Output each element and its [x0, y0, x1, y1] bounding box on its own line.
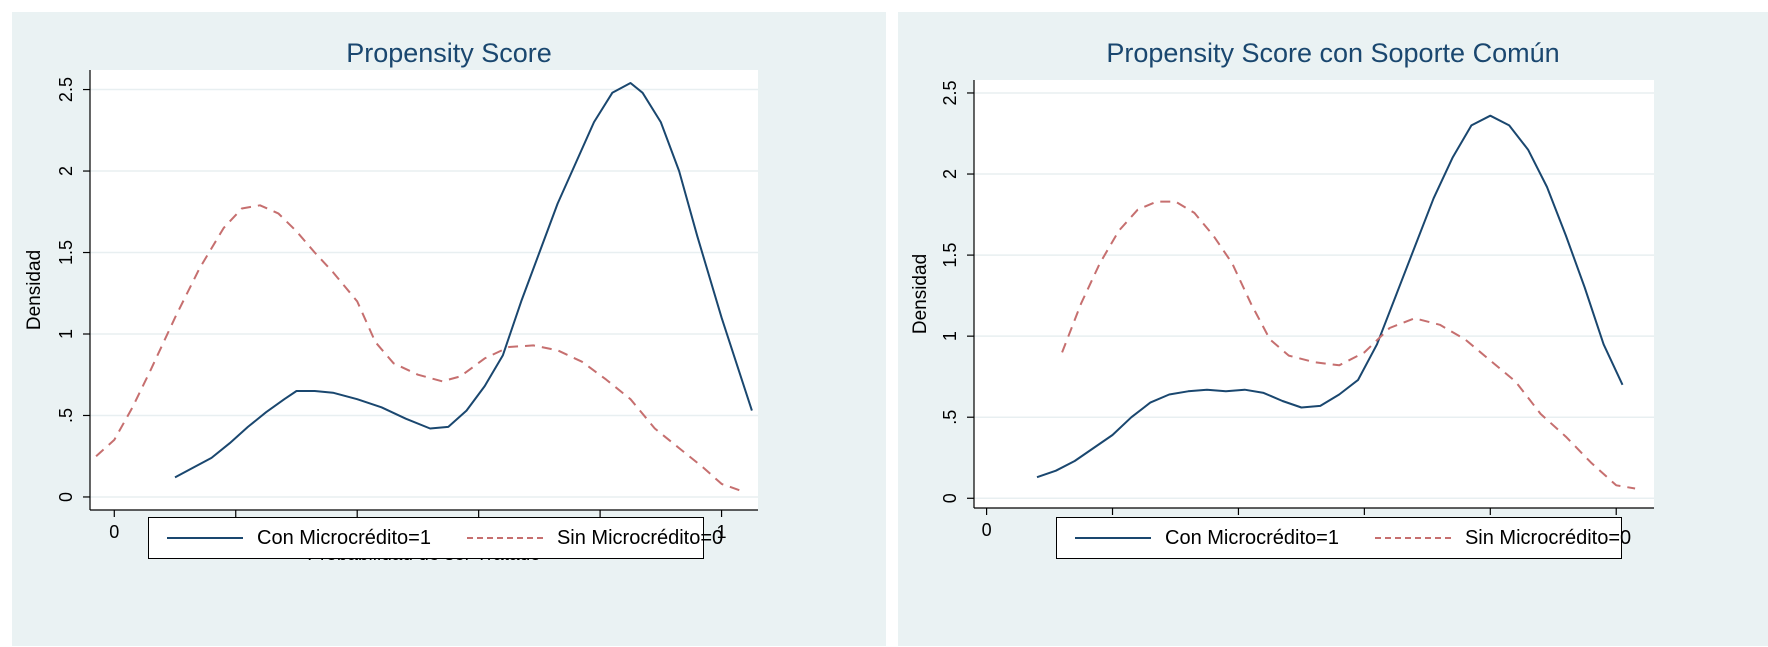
y-tick-label: 1.5: [940, 243, 960, 268]
y-tick-label: 1.5: [56, 240, 76, 265]
legend-label: Sin Microcrédito=0: [556, 526, 724, 549]
y-tick-label: 2.5: [56, 77, 76, 102]
legend-item-control: Sin Microcrédito=0: [449, 527, 723, 550]
chart-panel-right: Propensity Score con Soporte Común 0 .5 1 1…: [898, 12, 1768, 646]
legend-label: Sin Microcrédito=0: [1464, 526, 1632, 549]
legend-label: Con Microcrédito=1: [1165, 526, 1339, 549]
legend: Con Microcrédito=1 Sin Microcrédito=0: [148, 517, 723, 559]
plot-area: [90, 70, 758, 510]
y-tick-label: 2.5: [940, 80, 960, 105]
legend-label: Con Microcrédito=1: [257, 526, 431, 549]
chart-title: Propensity Score con Soporte Común: [1106, 38, 1560, 68]
y-tick-label: 0: [940, 493, 960, 503]
x-tick-label: 0: [109, 522, 119, 542]
legend-swatch-solid: [1075, 537, 1151, 539]
y-tick-label: 2: [940, 169, 960, 179]
legend-item-control: Sin Microcrédito=0: [1357, 527, 1631, 550]
plot-area: [974, 80, 1654, 508]
density-plot: 0.511.522.50.2.4.6.81Probabilidad de ser…: [24, 70, 758, 565]
y-tick-label: 2: [56, 166, 76, 176]
legend-swatch-dashed: [1374, 537, 1451, 539]
y-axis-label: Densidad: [910, 254, 931, 334]
y-tick-label: 1: [56, 329, 76, 339]
y-tick-label: .5: [56, 408, 76, 423]
y-tick-label: .5: [940, 410, 960, 425]
legend-swatch-dashed: [466, 537, 543, 539]
x-tick-label: 0: [982, 520, 992, 540]
x-tick-label: 1: [717, 522, 727, 542]
y-axis-label: Densidad: [24, 250, 45, 330]
series-line-sin-microcredito: [1061, 200, 1636, 490]
legend: Con Microcrédito=1 Sin Microcrédito=0: [1056, 517, 1631, 559]
y-tick-label: 0: [56, 492, 76, 502]
series-line-con-microcredito: [174, 82, 753, 479]
legend-item-treated: Con Microcrédito=1: [1057, 527, 1339, 550]
legend-swatch-solid: [167, 537, 243, 539]
chart-title: Propensity Score: [346, 38, 552, 68]
series-line-sin-microcredito: [95, 204, 741, 492]
y-tick-label: 1: [940, 331, 960, 341]
legend-item-treated: Con Microcrédito=1: [149, 527, 431, 550]
chart-panel-left: Propensity Score 0.511.522.50.2.4.6.81Pr…: [12, 12, 886, 646]
series-line-con-microcredito: [1036, 114, 1624, 479]
